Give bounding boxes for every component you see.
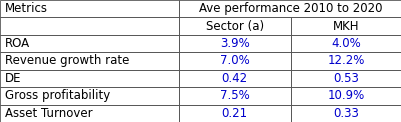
Bar (0, 70, 178, 87)
Text: 12.2%: 12.2% (327, 55, 364, 67)
Text: 3.9%: 3.9% (219, 37, 249, 50)
Bar (0, 17, 178, 35)
Text: Asset Turnover: Asset Turnover (5, 107, 92, 120)
Text: Sector (a): Sector (a) (205, 20, 263, 33)
Text: 0.21: 0.21 (221, 107, 247, 120)
Text: Metrics: Metrics (5, 2, 48, 15)
Bar (178, 35, 290, 52)
Bar (290, 87, 401, 105)
Text: 4.0%: 4.0% (330, 37, 360, 50)
Bar (290, 35, 401, 52)
Text: 7.0%: 7.0% (219, 55, 249, 67)
Bar (290, 70, 401, 87)
Bar (178, 17, 290, 35)
Text: MKH: MKH (332, 20, 358, 33)
Text: DE: DE (5, 72, 21, 85)
Bar (0, 0, 178, 17)
Bar (290, 105, 401, 122)
Bar (178, 52, 290, 70)
Text: 0.53: 0.53 (332, 72, 358, 85)
Text: Gross profitability: Gross profitability (5, 89, 110, 102)
Text: Ave performance 2010 to 2020: Ave performance 2010 to 2020 (198, 2, 381, 15)
Bar (0, 35, 178, 52)
Bar (178, 70, 290, 87)
Bar (0, 105, 178, 122)
Bar (178, 87, 290, 105)
Bar (178, 105, 290, 122)
Text: Revenue growth rate: Revenue growth rate (5, 55, 129, 67)
Text: 0.33: 0.33 (332, 107, 358, 120)
Bar (290, 52, 401, 70)
Bar (0, 87, 178, 105)
Text: 7.5%: 7.5% (219, 89, 249, 102)
Text: 0.42: 0.42 (221, 72, 247, 85)
Text: 10.9%: 10.9% (327, 89, 364, 102)
Text: ROA: ROA (5, 37, 30, 50)
Bar (178, 0, 401, 17)
Bar (290, 17, 401, 35)
Bar (0, 52, 178, 70)
